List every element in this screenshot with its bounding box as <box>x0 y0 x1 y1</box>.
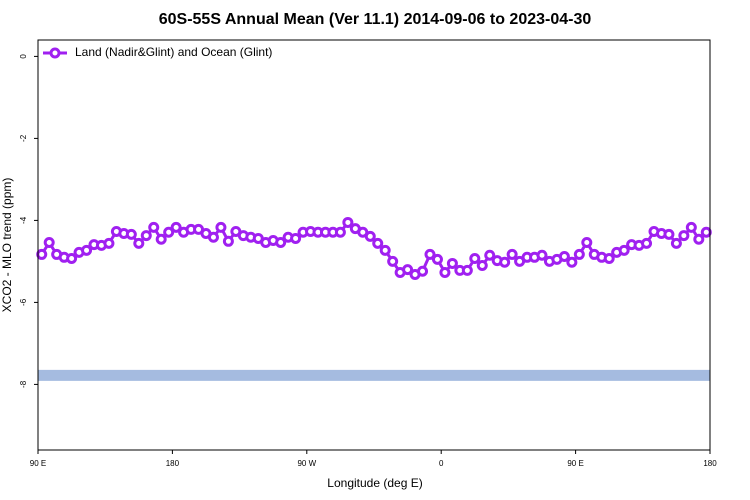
data-point <box>566 256 578 268</box>
data-point <box>43 237 55 249</box>
data-point <box>536 249 548 261</box>
data-point <box>133 237 145 249</box>
data-point <box>402 264 414 276</box>
data-point <box>66 253 78 265</box>
data-point <box>155 233 167 245</box>
data-point <box>499 256 511 268</box>
chart-title: 60S-55S Annual Mean (Ver 11.1) 2014-09-0… <box>159 11 592 28</box>
data-point <box>140 230 152 242</box>
data-point <box>163 226 175 238</box>
data-point <box>678 230 690 242</box>
data-point <box>641 237 653 249</box>
data-point <box>103 237 115 249</box>
data-point <box>364 230 376 242</box>
x-tick-label: 90 E <box>30 459 46 468</box>
data-point <box>685 221 697 233</box>
x-tick-label: 90 W <box>297 459 316 468</box>
data-point <box>342 216 354 228</box>
data-point <box>506 248 518 260</box>
data-point <box>558 250 570 262</box>
data-point <box>379 244 391 256</box>
data-point <box>170 221 182 233</box>
y-tick-label: -2 <box>19 134 28 142</box>
y-axis-title: XCO2 - MLO trend (ppm) <box>0 178 14 313</box>
legend-label: Land (Nadir&Glint) and Ocean (Glint) <box>75 45 272 59</box>
data-point <box>670 237 682 249</box>
data-point <box>663 228 675 240</box>
data-point <box>81 244 93 256</box>
data-point <box>618 244 630 256</box>
data-point <box>476 260 488 271</box>
data-point <box>603 253 615 265</box>
data-point <box>275 237 287 249</box>
x-tick-label: 0 <box>439 459 444 468</box>
x-tick-label: 180 <box>703 459 717 468</box>
data-point <box>417 265 429 277</box>
x-tick-label: 180 <box>166 459 180 468</box>
data-point <box>125 228 137 240</box>
plot-frame <box>37 39 711 451</box>
legend-marker <box>49 47 61 59</box>
y-tick-label: 0 <box>19 54 28 59</box>
x-tick-label: 90 E <box>567 459 583 468</box>
data-point <box>222 235 234 247</box>
x-axis-title: Longitude (deg E) <box>327 476 422 490</box>
data-point <box>215 221 227 233</box>
data-point <box>693 233 705 245</box>
data-point <box>431 253 443 265</box>
y-tick-label: -4 <box>19 216 28 224</box>
data-point <box>581 237 593 249</box>
data-point <box>387 255 399 267</box>
data-point <box>148 221 160 233</box>
data-point <box>573 248 585 260</box>
data-point <box>36 248 48 260</box>
data-point <box>484 249 496 261</box>
data-point <box>372 237 384 249</box>
data-point <box>290 232 302 244</box>
y-tick-label: -6 <box>19 298 28 306</box>
data-point <box>700 226 712 238</box>
data-point <box>439 266 451 278</box>
series-line <box>40 220 708 277</box>
data-point <box>334 226 346 238</box>
data-point <box>461 264 473 276</box>
data-point <box>446 257 458 269</box>
data-point <box>424 248 436 260</box>
y-tick-label: -8 <box>19 380 28 388</box>
data-point <box>207 231 219 243</box>
data-point <box>469 253 481 265</box>
